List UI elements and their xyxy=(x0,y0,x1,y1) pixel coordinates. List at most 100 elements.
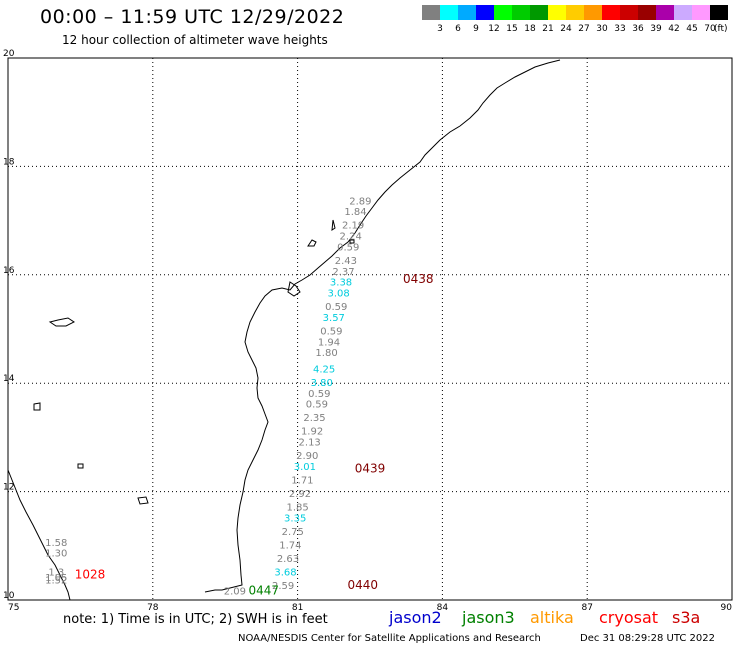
color-swatch xyxy=(458,5,476,20)
wave-height-value: 0.59 xyxy=(337,242,359,253)
x-tick-label: 84 xyxy=(437,603,449,610)
color-scale-label: 12 xyxy=(488,24,500,34)
color-swatch xyxy=(674,5,692,20)
color-scale-unit: (ft) xyxy=(714,24,728,34)
x-tick-label: 78 xyxy=(147,603,159,610)
wave-height-value: 3.01 xyxy=(294,462,316,473)
note-text: note: 1) Time is in UTC; 2) SWH is in fe… xyxy=(63,612,328,627)
island xyxy=(48,317,75,327)
color-scale-label: 70 xyxy=(704,24,716,34)
color-swatch xyxy=(638,5,656,20)
wave-height-value: 2.43 xyxy=(335,256,357,267)
pass-time-label: 0440 xyxy=(347,578,378,592)
color-swatch xyxy=(512,5,530,20)
color-swatch xyxy=(602,5,620,20)
wave-height-value: 2.35 xyxy=(303,413,325,424)
wave-height-value: 0.59 xyxy=(308,389,330,400)
color-swatch xyxy=(710,5,728,20)
x-tick-label: 90 xyxy=(721,603,733,610)
wave-height-value: 1.92 xyxy=(301,427,323,438)
color-swatch xyxy=(548,5,566,20)
color-swatch xyxy=(620,5,638,20)
color-scale-label: 21 xyxy=(542,24,554,34)
legend-jason3: jason3 xyxy=(462,608,515,627)
color-swatch xyxy=(566,5,584,20)
legend-altika: altika xyxy=(530,608,574,627)
wave-height-value: 1.85 xyxy=(286,503,308,514)
color-swatch xyxy=(656,5,674,20)
island xyxy=(33,402,41,411)
coastline-west xyxy=(7,469,71,601)
coastline xyxy=(7,59,561,601)
color-swatch xyxy=(440,5,458,20)
footer-org: NOAA/NESDIS Center for Satellite Applica… xyxy=(238,633,541,644)
island xyxy=(287,281,301,297)
y-tick-label: 12 xyxy=(3,483,14,493)
y-tick-label: 14 xyxy=(3,374,15,384)
wave-height-value: 2.92 xyxy=(289,489,311,500)
wave-height-value: 1.05 xyxy=(45,573,67,584)
pass-time-label: 0438 xyxy=(403,272,434,286)
wave-height-value: 1.74 xyxy=(279,541,301,552)
color-scale-label: 3 xyxy=(437,24,443,34)
x-tick-label: 75 xyxy=(8,603,19,610)
color-scale-label: 33 xyxy=(614,24,626,34)
grid-lines xyxy=(7,57,733,601)
wave-height-value: 3.57 xyxy=(323,313,345,324)
legend-cryosat: cryosat xyxy=(599,608,659,627)
wave-height-value: 1.71 xyxy=(291,475,313,486)
pass-time-label: 0439 xyxy=(355,462,386,476)
wave-height-value: 2.90 xyxy=(296,451,318,462)
color-scale-label: 27 xyxy=(578,24,590,34)
wave-height-value: 1.3 xyxy=(48,568,64,579)
legend-jason2: jason2 xyxy=(389,608,442,627)
wave-height-value: 2.59 xyxy=(272,581,294,592)
map-subtitle: 12 hour collection of altimeter wave hei… xyxy=(62,33,328,47)
wave-height-value: 0.59 xyxy=(306,400,328,411)
island xyxy=(331,219,336,232)
color-swatch xyxy=(530,5,548,20)
wave-height-value: 2.09 xyxy=(224,587,246,598)
color-swatch xyxy=(584,5,602,20)
wave-height-value: 2.63 xyxy=(277,554,299,565)
color-scale-label: 45 xyxy=(686,24,698,34)
wave-height-map: 75 78 81 84 87 90 10 12 14 16 18 20 2.891.84 2.192.2… xyxy=(3,49,733,610)
map-frame xyxy=(7,57,733,601)
pass-time-label: 1028 xyxy=(75,567,106,581)
color-scale-label: 6 xyxy=(455,24,461,34)
wave-height-value: 1.94 xyxy=(318,337,340,348)
wave-height-value: 3.38 xyxy=(330,278,352,289)
island xyxy=(137,496,149,505)
color-scale-label: 30 xyxy=(596,24,608,34)
footer-timestamp: Dec 31 08:29:28 UTC 2022 xyxy=(580,633,715,644)
island xyxy=(77,463,84,469)
y-tick-label: 10 xyxy=(3,591,15,601)
wave-height-value: 2.37 xyxy=(332,267,354,278)
color-scale-label: 36 xyxy=(632,24,644,34)
wave-height-value: 3.80 xyxy=(311,378,333,389)
wave-height-value: 1.52 xyxy=(45,576,67,587)
color-scale-label: 9 xyxy=(473,24,479,34)
island xyxy=(349,239,355,244)
x-tick-label: 81 xyxy=(292,603,303,610)
legend-s3a: s3a xyxy=(672,608,701,627)
wave-height-value: 2.19 xyxy=(342,221,364,232)
wave-height-value: 2.13 xyxy=(299,438,321,449)
wave-height-value: 0.59 xyxy=(325,302,347,313)
color-scale-label: 18 xyxy=(524,24,536,34)
wave-height-value: 2.24 xyxy=(340,232,362,243)
y-tick-label: 18 xyxy=(3,157,15,167)
wave-height-value: 3.68 xyxy=(274,568,296,579)
wave-height-value: 3.08 xyxy=(327,288,349,299)
wave-height-value: 2.75 xyxy=(282,527,304,538)
color-scale-label: 39 xyxy=(650,24,662,34)
y-tick-label: 20 xyxy=(3,49,15,59)
wave-height-value: 2.89 xyxy=(349,196,371,207)
color-scale-label: 24 xyxy=(560,24,572,34)
island xyxy=(307,239,317,247)
color-scale-label: 42 xyxy=(668,24,680,34)
map-title: 00:00 – 11:59 UTC 12/29/2022 xyxy=(40,6,345,28)
color-swatch xyxy=(422,5,440,20)
wave-height-value: 1.30 xyxy=(45,549,67,560)
wave-height-value: 1.80 xyxy=(315,348,337,359)
